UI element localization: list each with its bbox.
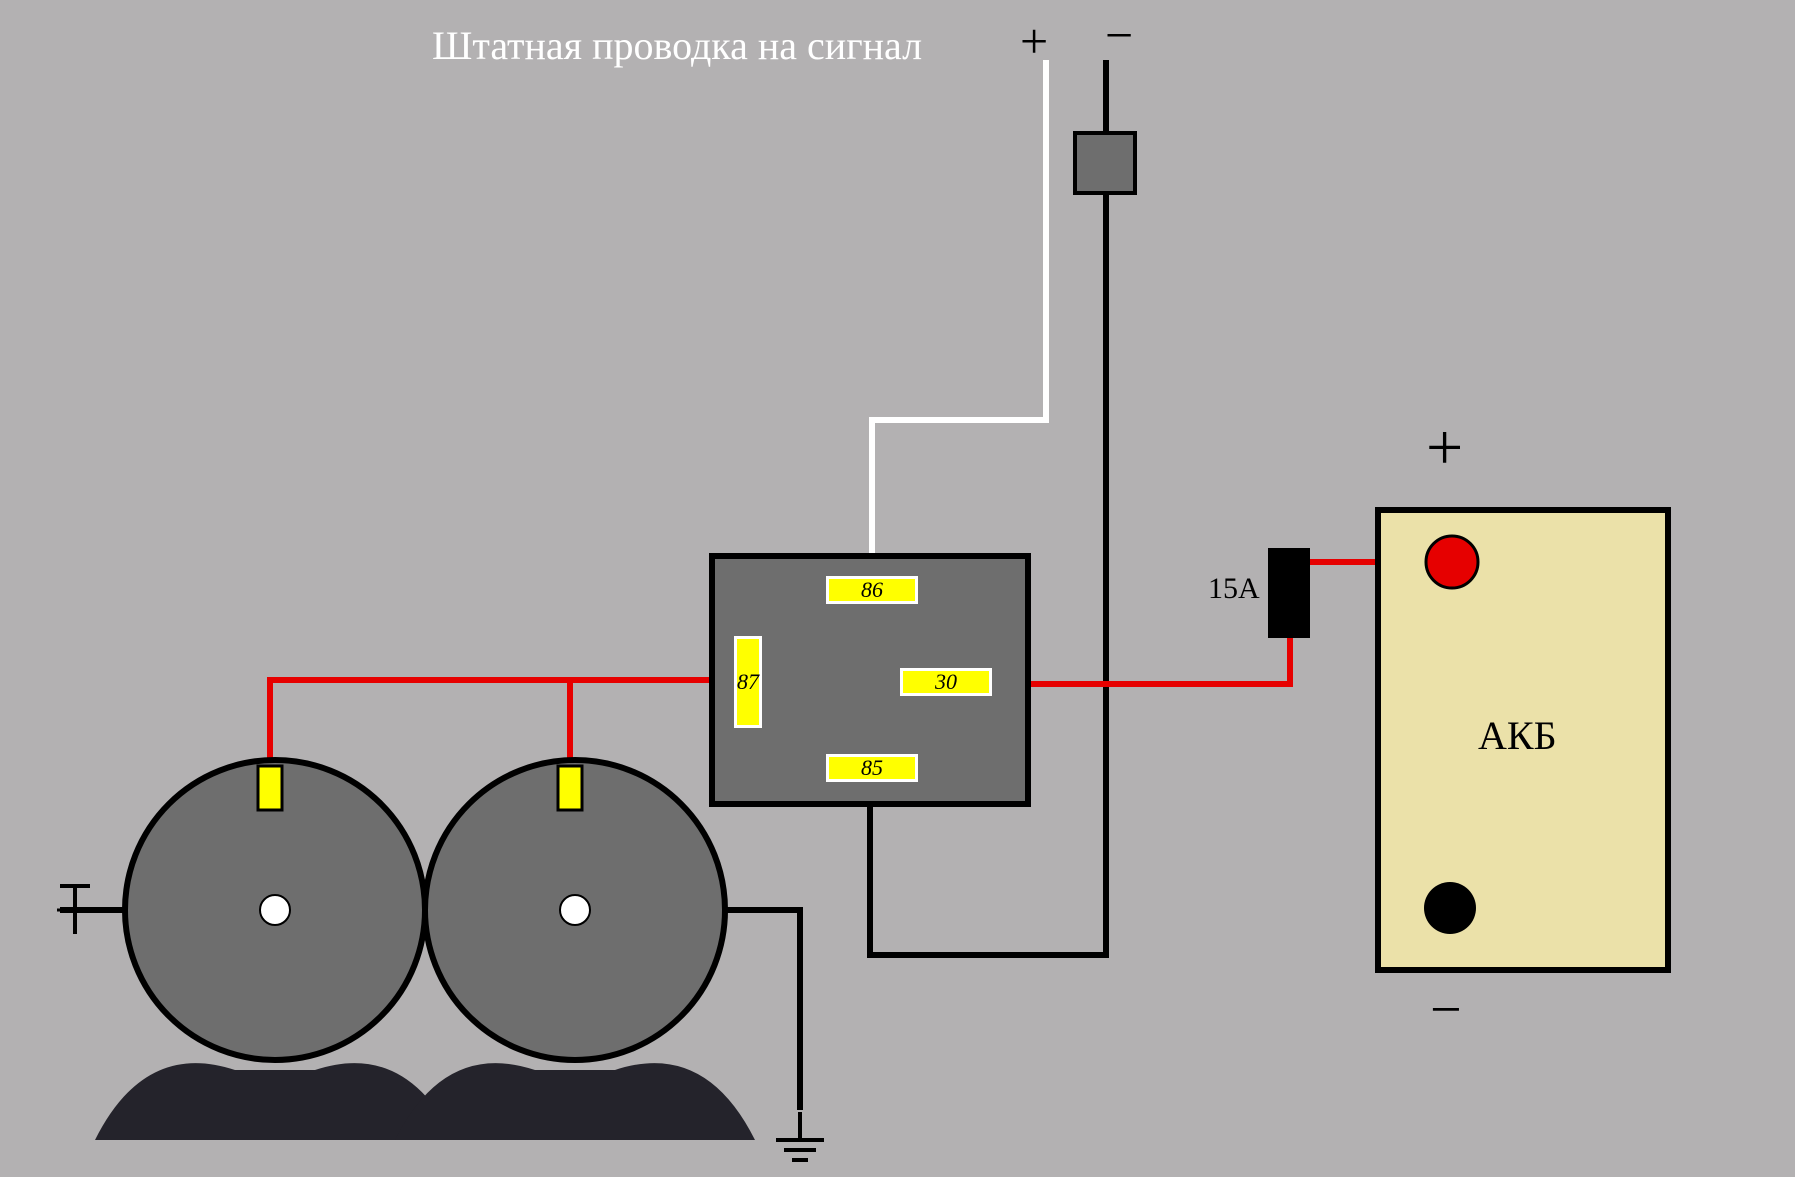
battery-minus-symbol: −: [1430, 978, 1462, 1042]
battery-plus-symbol: +: [1426, 410, 1463, 486]
relay-pin-86: 86: [826, 576, 918, 604]
battery-plus-terminal: [1426, 536, 1478, 588]
stock-connector: [1075, 133, 1135, 193]
relay-pin-30: 30: [900, 668, 992, 696]
fuse-label: 15A: [1208, 572, 1260, 606]
stock-plus-label: +: [1020, 12, 1048, 70]
relay-pin-85: 85: [826, 754, 918, 782]
battery-label: АКБ: [1478, 712, 1557, 759]
battery-minus-terminal: [1424, 882, 1476, 934]
fuse: [1268, 548, 1310, 638]
relay-pin-87: 87: [734, 636, 762, 728]
stock-minus-label: −: [1105, 6, 1133, 64]
title-text: Штатная проводка на сигнал: [432, 22, 922, 69]
